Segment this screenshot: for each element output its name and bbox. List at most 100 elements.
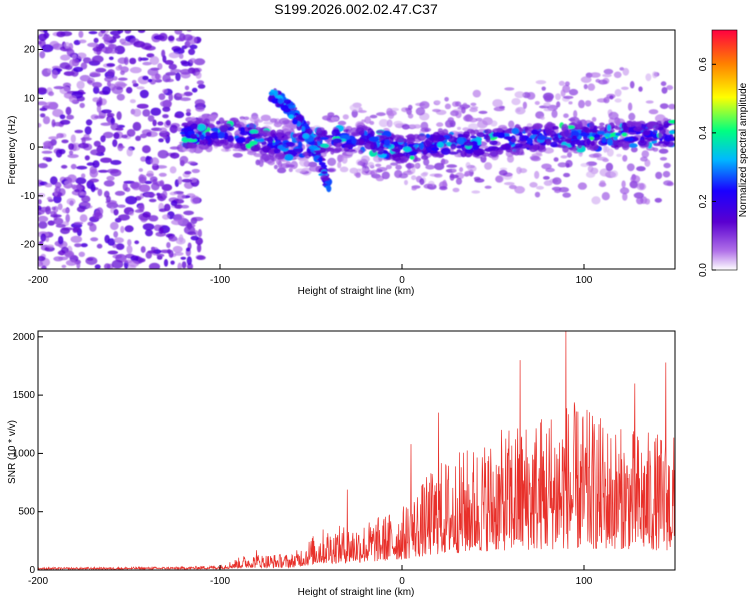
spectrogram-cell <box>55 224 66 228</box>
spectrogram-cell <box>161 49 166 58</box>
spectrogram-cell <box>514 143 523 148</box>
spectrogram-cell <box>136 86 145 90</box>
spectrogram-cell <box>50 210 56 216</box>
spectrogram-cell <box>288 114 294 120</box>
spectrogram-cell <box>160 100 172 108</box>
spectrogram-cell <box>463 141 474 147</box>
spectrogram-cell <box>182 139 188 143</box>
spectrogram-cell <box>529 182 538 188</box>
spectrogram-cell <box>146 132 152 137</box>
spectrogram-cell <box>524 130 534 134</box>
spectrogram-cell <box>175 237 186 245</box>
spectrogram-cell <box>554 189 561 194</box>
spectrogram-cell <box>277 167 287 174</box>
spectrogram-cell <box>142 211 151 218</box>
spectrogram-cell <box>450 143 457 150</box>
spectrogram-cell <box>106 63 116 67</box>
spectrogram-cell <box>119 38 127 44</box>
spectrogram-cell <box>468 123 479 130</box>
spectrogram-cell <box>407 104 413 110</box>
spectrogram-cell <box>636 182 647 191</box>
spectrogram-cell <box>298 116 305 121</box>
spectrogram-cell <box>101 35 113 41</box>
spectrogram-cell <box>514 91 525 99</box>
spectrogram-cell <box>430 147 440 151</box>
spectrogram-cell <box>164 60 174 65</box>
spectrogram-cell <box>44 183 53 188</box>
spectrogram-cell <box>121 134 128 139</box>
spectrogram-cell <box>386 119 393 128</box>
spectrogram-cell <box>189 58 197 64</box>
spectrogram-cell <box>127 260 140 268</box>
spectrogram-cell <box>369 120 375 125</box>
spectrogram-cell <box>492 99 503 108</box>
spectrogram-cell <box>668 130 675 135</box>
spectrogram-cell <box>462 131 471 138</box>
spectrogram-cell <box>111 259 124 269</box>
spectrogram-cell <box>129 57 137 65</box>
spectrogram-cell <box>341 155 348 164</box>
spectrogram-cell <box>197 229 202 238</box>
spectrogram-cell <box>38 163 48 169</box>
spectrogram-cell <box>601 136 607 143</box>
spectrogram-cell <box>188 48 196 55</box>
snr-frame <box>37 330 676 571</box>
spectrogram-cell <box>434 162 445 171</box>
spectrogram-cell <box>556 101 561 108</box>
spectrogram-cell <box>169 166 177 174</box>
spectrogram-cell <box>603 133 611 137</box>
spectrogram-cell <box>292 119 298 125</box>
spectrogram-cell <box>543 94 553 103</box>
spectrogram-cell <box>640 156 648 162</box>
spectrogram-cell <box>567 152 572 158</box>
spectrogram-cell <box>409 124 417 129</box>
spectrogram-cell <box>100 122 112 126</box>
spectrogram-cell <box>174 252 184 256</box>
spectrogram-cell <box>622 67 630 76</box>
spectrogram-cell <box>592 152 602 158</box>
chart-title: S199.2026.002.02.47.C37 <box>274 1 438 17</box>
spectrogram-cell <box>69 150 74 156</box>
spectrogram-cell <box>583 84 588 90</box>
x-tick-label: 100 <box>576 576 593 587</box>
spectrogram-cell <box>283 99 292 105</box>
spectrogram-cell <box>197 84 206 89</box>
spectrogram-cell <box>243 116 250 121</box>
spectrogram-cell <box>485 135 491 143</box>
spectrogram-cell <box>159 180 165 187</box>
spectrogram-cell <box>424 128 430 132</box>
spectrogram-cell <box>142 61 152 66</box>
spectrogram-cell <box>425 164 435 170</box>
spectrogram-cell <box>169 146 181 150</box>
spectrogram-cell <box>455 101 462 107</box>
spectrogram-cell <box>385 164 392 170</box>
spectrogram-cell <box>320 143 330 148</box>
colorbar-tick-label: 0.4 <box>698 125 709 139</box>
spectrogram-cell <box>129 66 142 74</box>
spectrogram-cell <box>157 63 163 70</box>
spectrogram-cell <box>198 144 210 150</box>
spectrogram-cell <box>76 52 87 59</box>
spectrogram-cell <box>394 148 401 153</box>
spectrogram-cell <box>195 71 202 79</box>
spectrogram-cell <box>580 76 592 83</box>
spectrogram-cell <box>414 157 421 162</box>
spectrogram-cell <box>591 117 597 122</box>
spectrogram-cell <box>571 139 579 145</box>
spectrogram-cell <box>210 127 219 132</box>
spectrogram-cell <box>56 68 63 72</box>
spectrogram-cell <box>81 195 91 203</box>
spectrogram-cell <box>419 142 424 150</box>
spectrogram-cell <box>61 208 70 214</box>
spectrogram-cell <box>208 114 218 119</box>
spectrogram-cell <box>78 30 84 38</box>
spectrogram-cell <box>100 157 112 163</box>
spectrogram-cell <box>411 186 417 191</box>
spectrogram-cell <box>232 152 243 158</box>
spectrogram-cell <box>169 124 178 134</box>
spectrogram-cell <box>332 138 343 144</box>
x-tick-label: 100 <box>576 275 593 286</box>
spectrogram-cell <box>578 99 585 109</box>
spectrogram-cell <box>144 180 153 185</box>
spectrogram-cell <box>123 56 129 66</box>
